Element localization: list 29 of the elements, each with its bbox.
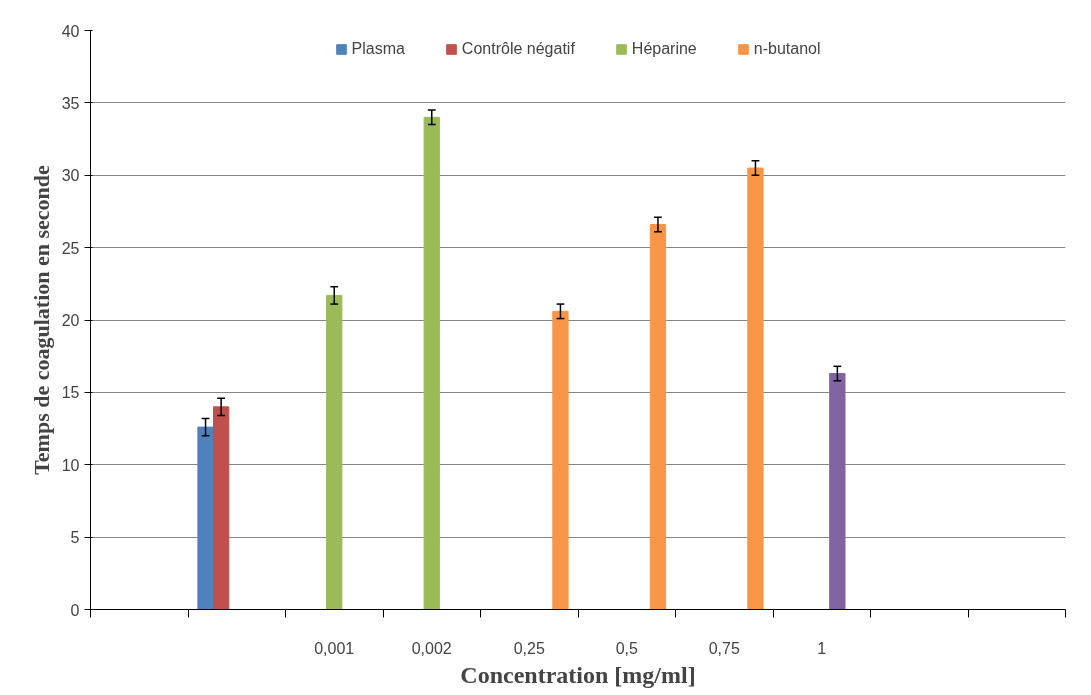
- bar: [747, 167, 764, 610]
- bar: [649, 223, 667, 610]
- x-tick-label: 0,75: [708, 639, 740, 657]
- x-tick-label: 0,001: [314, 639, 355, 657]
- bar: [197, 426, 214, 610]
- bar: [423, 116, 440, 610]
- y-tick-label: 0: [70, 601, 80, 619]
- bar: [326, 294, 343, 610]
- y-tick-label: 15: [61, 384, 80, 402]
- legend-label: Héparine: [631, 40, 697, 58]
- y-tick-label: 40: [61, 22, 80, 40]
- y-tick-label: 30: [61, 167, 80, 185]
- y-tick-label: 10: [61, 456, 80, 474]
- y-axis-title: Temps de coagulation en seconde: [28, 164, 54, 475]
- legend-label: Plasma: [351, 40, 405, 58]
- bar: [552, 310, 569, 610]
- legend-label: Contrôle négatif: [461, 40, 575, 58]
- bar: [213, 406, 230, 610]
- x-tick-label: 1: [817, 639, 827, 657]
- legend-label: n-butanol: [753, 40, 821, 58]
- x-tick-label: 0,25: [513, 639, 545, 657]
- y-tick-label: 5: [70, 529, 80, 547]
- x-tick-label: 0,5: [615, 639, 638, 657]
- x-axis-title: Concentration [mg/ml]: [460, 661, 696, 688]
- y-tick-label: 25: [61, 239, 80, 257]
- y-tick-label: 35: [61, 94, 80, 112]
- x-tick-label: 0,002: [411, 639, 452, 657]
- bar: [829, 373, 846, 610]
- y-tick-label: 20: [61, 312, 80, 329]
